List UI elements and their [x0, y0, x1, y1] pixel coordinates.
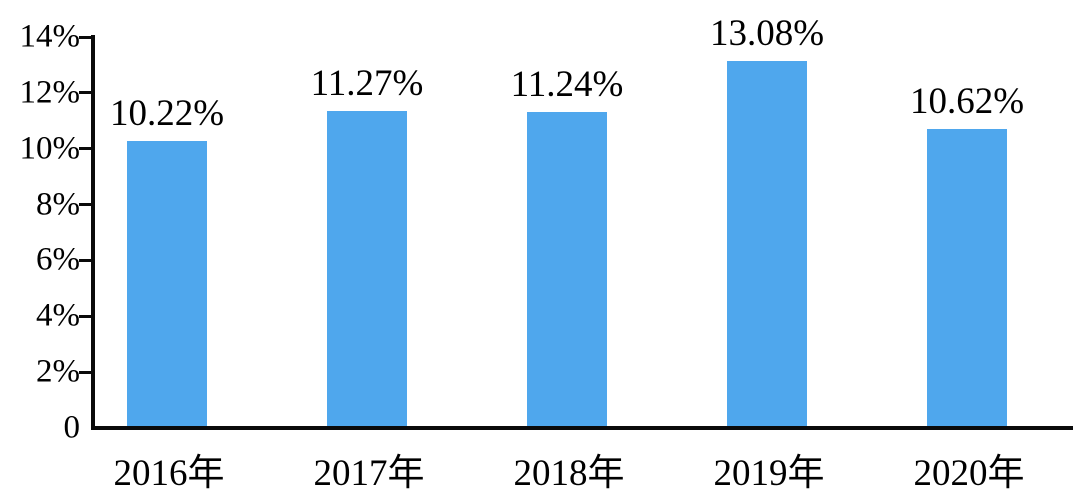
bar-value-label: 11.27%	[310, 63, 424, 105]
y-axis-tick-label: 6%	[36, 241, 80, 278]
bar	[527, 112, 607, 426]
bar-value-label: 10.22%	[109, 92, 225, 134]
x-axis-line	[91, 426, 1073, 430]
y-axis-tick-label: 0	[63, 409, 81, 446]
y-axis-tick	[79, 35, 91, 39]
y-axis-tick-label: 12%	[19, 74, 81, 111]
y-axis-tick-label: 8%	[36, 186, 80, 223]
y-axis-line	[91, 35, 95, 430]
y-axis-tick-label: 14%	[19, 18, 81, 55]
x-axis-tick-label: 2018年	[513, 453, 625, 493]
bar-value-label: 11.24%	[510, 64, 624, 106]
y-axis-tick-label: 4%	[36, 297, 80, 334]
y-axis-tick	[79, 314, 91, 318]
bar	[927, 129, 1007, 426]
bar-value-label: 13.08%	[709, 12, 825, 54]
x-axis-tick-label: 2017年	[313, 453, 425, 493]
bar	[127, 140, 207, 426]
y-axis-tick-label: 10%	[19, 130, 81, 167]
x-axis-tick-label: 2016年	[113, 453, 225, 493]
y-axis-tick	[79, 370, 91, 374]
y-axis-tick	[79, 203, 91, 207]
bar	[727, 60, 807, 426]
y-axis-tick	[79, 91, 91, 95]
bar	[327, 111, 407, 426]
y-axis-tick	[79, 147, 91, 151]
x-axis-tick-label: 2019年	[713, 453, 825, 493]
y-axis-tick-label: 2%	[36, 353, 80, 390]
x-axis-tick-label: 2020年	[913, 453, 1025, 493]
y-axis-tick	[79, 258, 91, 262]
bar-value-label: 10.62%	[909, 81, 1025, 123]
